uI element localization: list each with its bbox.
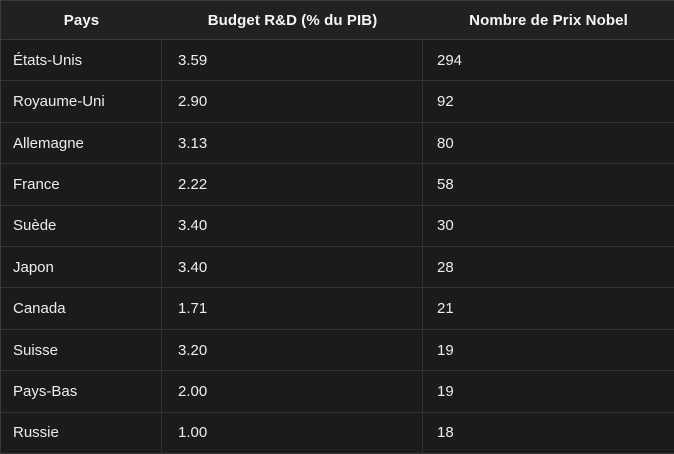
cell-budget: 3.13 [162,122,423,164]
cell-budget: 2.00 [162,371,423,412]
cell-budget: 1.71 [162,288,423,329]
table-row: Royaume-Uni 2.90 92 [1,81,674,123]
cell-budget: 3.40 [162,205,423,247]
cell-budget: 3.59 [162,40,423,81]
cell-pays: Suède [1,205,162,247]
cell-pays: Canada [1,288,162,329]
cell-nobel: 294 [437,51,463,69]
table-row: Canada 1.71 21 [1,288,674,330]
table-row: Suisse 3.20 19 [1,329,674,372]
cell-pays: Allemagne [1,122,162,164]
table-row: France 2.22 58 [1,164,674,206]
cell-budget: 3.20 [162,329,423,371]
cell-pays: Royaume-Uni [1,81,162,122]
column-header-budget-rd: Budget R&D (% du PIB) [207,11,378,29]
cell-budget: 1.00 [162,412,423,454]
cell-budget: 3.40 [162,247,423,288]
cell-pays: Japon [1,247,162,288]
cell-nobel: 18 [437,424,454,442]
cell-budget: 2.90 [162,81,423,122]
table-row: États-Unis 3.59 294 [1,40,674,82]
cell-pays: États-Unis [1,40,162,81]
cell-nobel: 28 [437,258,454,276]
table-row: Japon 3.40 28 [1,247,674,289]
table-header-row: Pays Budget R&D (% du PIB) Nombre de Pri… [1,0,674,40]
column-header-nobel: Nombre de Prix Nobel [469,11,628,29]
cell-pays: France [1,164,162,205]
cell-pays: Pays-Bas [1,371,162,412]
cell-budget: 2.22 [162,164,423,205]
cell-nobel: 92 [437,93,454,111]
cell-nobel: 80 [437,134,454,152]
table-row: Allemagne 3.13 80 [1,122,674,165]
cell-nobel: 30 [437,217,454,235]
cell-nobel: 58 [437,175,454,193]
cell-pays: Russie [1,412,162,454]
cell-pays: Suisse [1,329,162,371]
table-row: Suède 3.40 30 [1,205,674,248]
cell-nobel: 19 [437,382,454,400]
cell-nobel: 19 [437,341,454,359]
table-row: Pays-Bas 2.00 19 [1,371,674,413]
cell-nobel: 21 [437,300,454,318]
column-header-pays: Pays [63,11,100,29]
table-row: Russie 1.00 18 [1,412,674,454]
